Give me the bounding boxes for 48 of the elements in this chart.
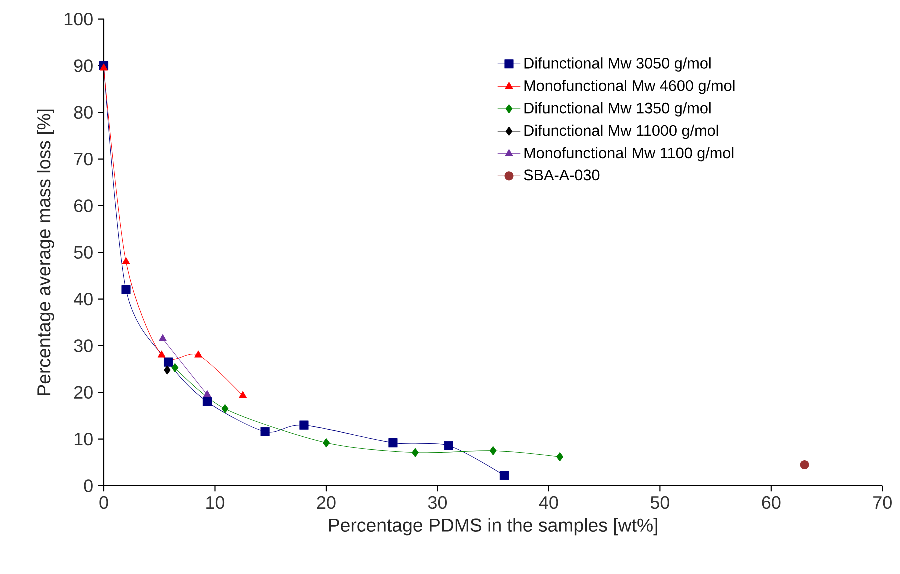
y-tick-label: 10	[74, 432, 93, 446]
point	[300, 420, 309, 430]
point	[222, 404, 229, 414]
point	[323, 438, 330, 448]
point	[412, 448, 419, 458]
x-axis-title: Percentage PDMS in the samples [wt%]	[329, 518, 658, 536]
y-axis-title: Percentage average mass loss [%]	[37, 110, 54, 396]
y-tick-label: 40	[74, 292, 93, 306]
point	[158, 350, 166, 358]
y-tick-label: 0	[84, 480, 93, 492]
x-tick-label: 70	[874, 496, 892, 510]
point	[172, 363, 179, 372]
x-tick-label: 20	[317, 496, 336, 510]
point	[388, 438, 398, 448]
point	[122, 285, 131, 295]
y-tick-label: 80	[74, 106, 93, 120]
point	[202, 397, 212, 407]
point	[164, 358, 174, 367]
point	[100, 64, 108, 71]
x-tick-label: 0	[100, 496, 108, 510]
x-tick-label: 60	[762, 496, 781, 510]
y-tick-label: 60	[74, 200, 93, 212]
legend-label: Difunctional Mw 3050 g/mol	[524, 58, 711, 72]
y-tick-label: 20	[74, 386, 93, 400]
point	[194, 350, 203, 358]
legend-label: Difunctional Mw 11000 g/mol	[524, 124, 718, 140]
y-tick-label: 50	[74, 246, 93, 260]
point	[122, 257, 130, 264]
x-tick-label: 40	[539, 496, 558, 510]
legend-label: Monofunctional Mw 1100 g/mol	[524, 147, 734, 162]
y-tick-label: 70	[74, 152, 93, 166]
point	[800, 460, 810, 470]
y-tick-label: 100	[64, 12, 93, 26]
legend-label: Monofunctional Mw 4600 g/mol	[524, 80, 735, 94]
point	[164, 366, 171, 375]
point	[444, 441, 454, 450]
legend-label: SBA-A-030	[524, 170, 600, 181]
legend-label: Difunctional Mw 1350 g/mol	[524, 102, 711, 117]
x-tick-label: 10	[206, 496, 225, 510]
point	[490, 446, 497, 456]
point	[500, 471, 509, 480]
x-tick-label: 30	[428, 496, 448, 510]
point	[260, 427, 270, 436]
y-tick-label: 90	[74, 60, 93, 72]
point	[556, 452, 564, 462]
point	[239, 391, 248, 398]
y-tick-label: 30	[74, 340, 93, 352]
x-tick-label: 50	[650, 496, 670, 510]
